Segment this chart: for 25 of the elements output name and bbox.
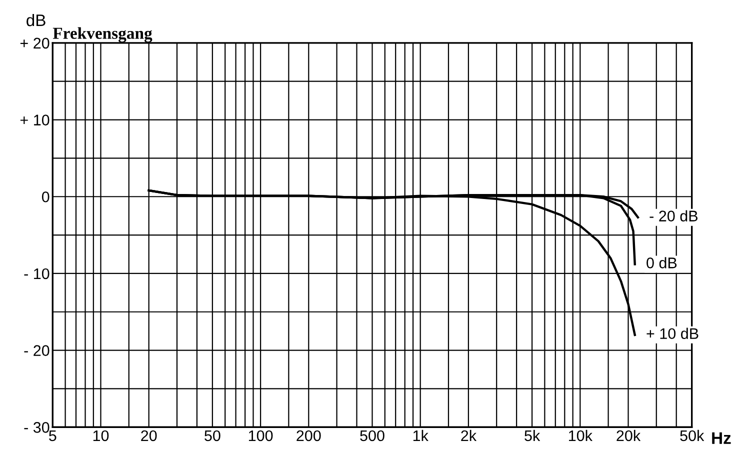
y-tick-label: + 20 [20,38,50,49]
x-tick-label: 200 [296,430,321,442]
series-label: + 10 dB [646,328,698,340]
x-tick-label: 10 [93,430,109,442]
series-label: - 20 dB [650,210,698,222]
x-tick-label: 20k [616,430,641,442]
x-tick-label: 5k [524,430,540,442]
x-tick-label: 2k [461,430,477,441]
x-tick-label: 10k [568,430,592,442]
chart-title: Frekvensgang [52,27,152,42]
series-label: 0 dB [646,257,677,268]
x-tick-label: 20 [141,430,157,442]
x-tick-label: 500 [360,430,384,442]
y-tick-label: + 10 [20,114,50,126]
x-tick-label: 5 [49,430,56,442]
y-tick-label: - 30 [24,422,50,433]
y-tick-label: - 20 [24,345,50,356]
x-tick-label: 50k [680,430,704,442]
y-tick-label: 0 [42,191,50,202]
x-tick-label: 100 [248,430,273,442]
x-tick-label: 1k [413,430,428,441]
y-tick-label: - 10 [24,268,50,280]
x-tick-label: 50 [204,430,220,442]
x-axis-title: Hz [712,432,731,444]
y-axis-title: dB [26,14,46,26]
